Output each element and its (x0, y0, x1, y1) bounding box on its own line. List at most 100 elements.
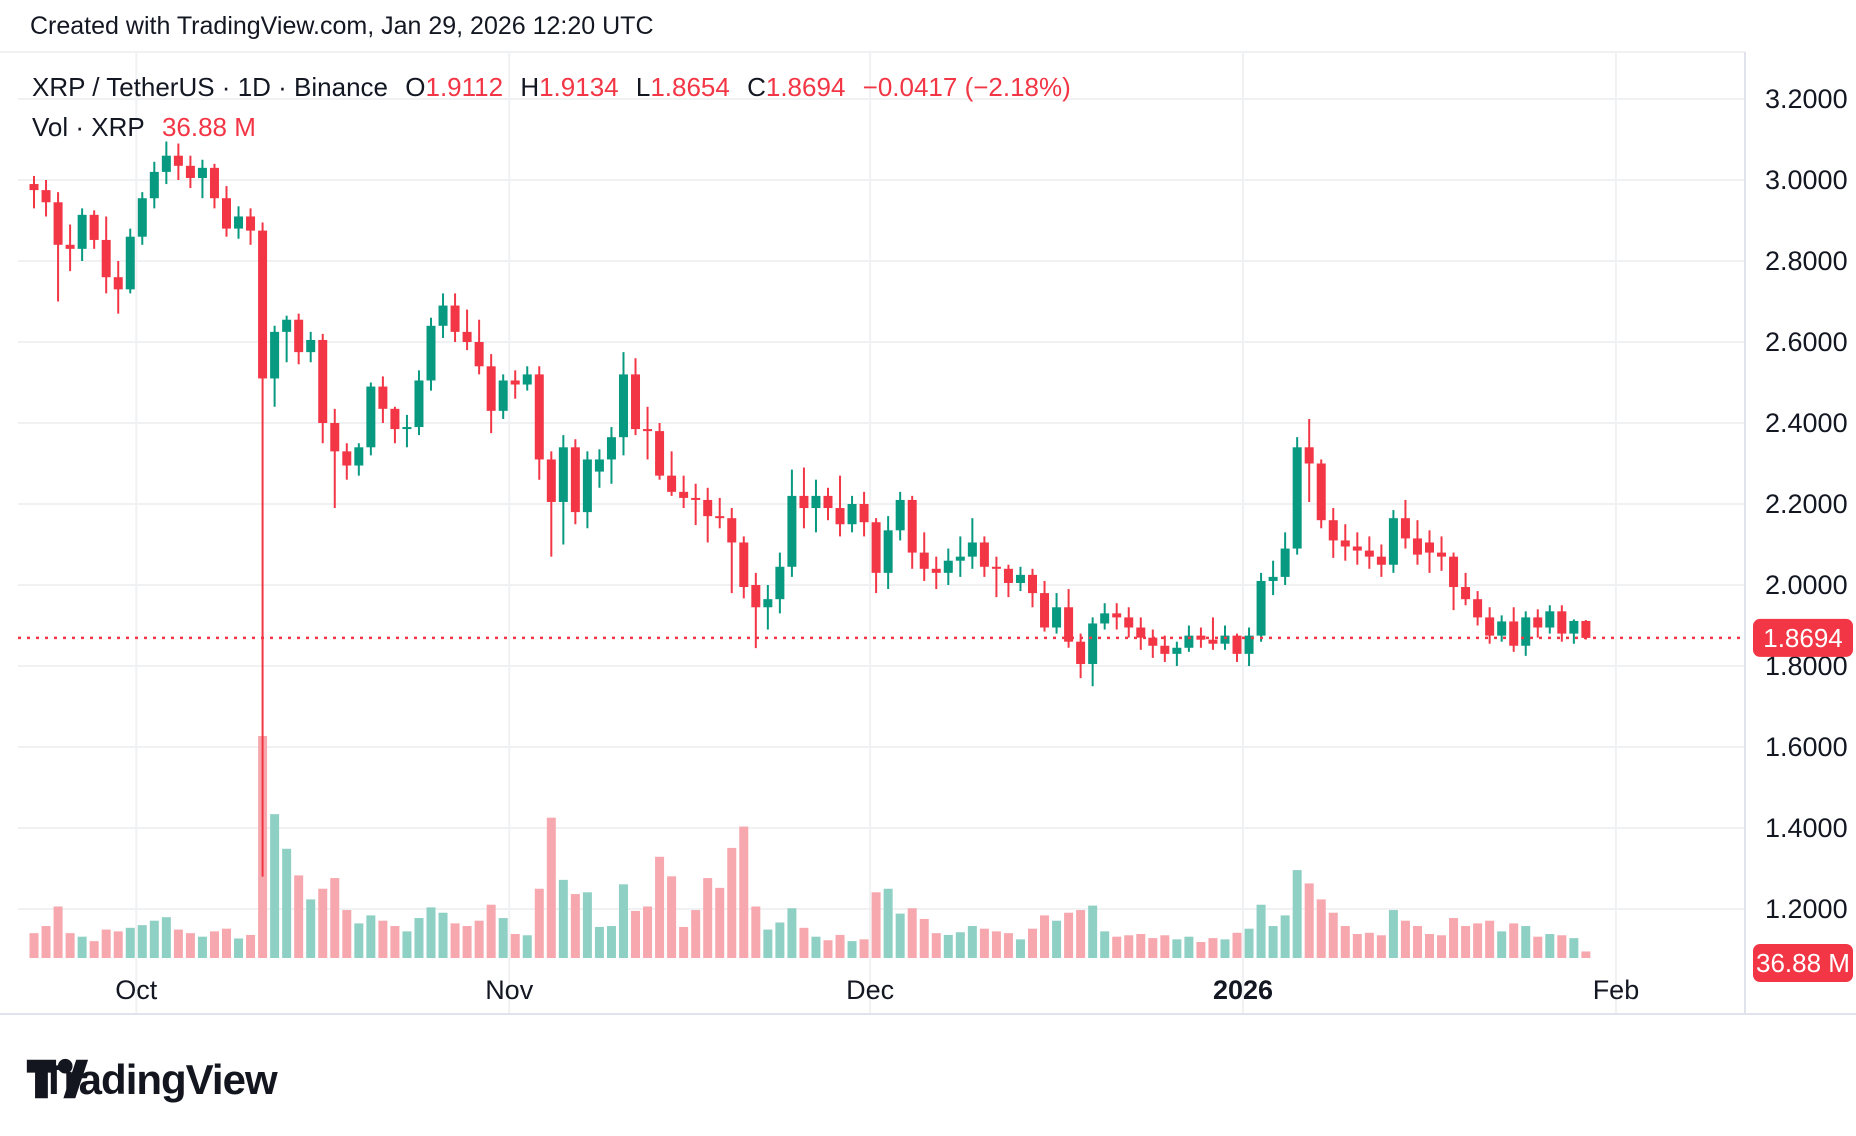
volume-bar[interactable] (1449, 918, 1459, 958)
candle[interactable] (65, 244, 75, 249)
candle[interactable] (318, 339, 328, 423)
volume-bar[interactable] (89, 941, 99, 958)
volume-bar[interactable] (715, 887, 725, 958)
volume-bar[interactable] (53, 906, 63, 958)
volume-bar[interactable] (594, 926, 604, 958)
candle[interactable] (895, 499, 905, 531)
candle[interactable] (715, 516, 725, 519)
volume-bar[interactable] (883, 888, 893, 958)
volume-bar[interactable] (955, 932, 965, 958)
candle[interactable] (570, 447, 580, 513)
volume-bar[interactable] (486, 904, 496, 958)
candle[interactable] (258, 230, 268, 379)
candle[interactable] (426, 325, 436, 381)
volume-bar[interactable] (1040, 915, 1050, 958)
candle[interactable] (1280, 548, 1290, 577)
volume-bar[interactable] (1244, 928, 1254, 958)
volume-bar[interactable] (149, 920, 159, 958)
volume-bar[interactable] (282, 848, 292, 958)
volume-bar[interactable] (1052, 920, 1062, 958)
volume-bar[interactable] (390, 926, 400, 958)
volume-bar[interactable] (510, 934, 520, 958)
candle[interactable] (522, 374, 532, 385)
candle[interactable] (871, 522, 881, 573)
candle[interactable] (1569, 620, 1579, 634)
volume-bar[interactable] (1100, 931, 1110, 958)
candle[interactable] (53, 202, 63, 245)
candle[interactable] (1052, 607, 1062, 628)
candle[interactable] (1497, 621, 1507, 636)
candle[interactable] (1136, 627, 1146, 638)
candle[interactable] (1400, 518, 1410, 539)
volume-bar[interactable] (29, 933, 39, 958)
volume-bar[interactable] (378, 920, 388, 958)
candle[interactable] (1268, 576, 1278, 581)
candle[interactable] (414, 380, 424, 428)
candle[interactable] (787, 495, 797, 567)
candle[interactable] (907, 499, 917, 553)
volume-bar[interactable] (1485, 920, 1495, 958)
volume-bar[interactable] (991, 931, 1001, 958)
candle[interactable] (378, 386, 388, 409)
candle[interactable] (474, 342, 484, 367)
volume-bar[interactable] (1184, 936, 1194, 958)
candle[interactable] (282, 319, 292, 332)
volume-bar[interactable] (1437, 935, 1447, 958)
volume-bar[interactable] (787, 908, 797, 958)
candle[interactable] (1388, 518, 1398, 565)
candle[interactable] (1352, 546, 1362, 551)
candle[interactable] (1088, 623, 1098, 664)
volume-bar[interactable] (1208, 938, 1218, 958)
candle[interactable] (691, 497, 701, 500)
volume-bar[interactable] (1112, 936, 1122, 958)
candle[interactable] (883, 530, 893, 573)
volume-bar[interactable] (522, 935, 532, 958)
volume-bar[interactable] (775, 922, 785, 958)
volume-bar[interactable] (342, 910, 352, 958)
candle[interactable] (209, 167, 219, 199)
volume-bar[interactable] (631, 910, 641, 958)
candle[interactable] (1424, 542, 1434, 553)
candle[interactable] (991, 566, 1001, 569)
candle[interactable] (149, 171, 159, 199)
volume-bar[interactable] (113, 931, 123, 958)
candle[interactable] (270, 331, 280, 379)
candle[interactable] (1461, 587, 1471, 600)
candle[interactable] (354, 447, 364, 466)
candle[interactable] (859, 504, 869, 523)
volume-bar[interactable] (1388, 910, 1398, 958)
volume-bar[interactable] (811, 936, 821, 958)
volume-bar[interactable] (1412, 926, 1422, 958)
time-axis[interactable]: Oct Nov Dec 2026 Feb (0, 975, 1856, 1015)
candle[interactable] (510, 380, 520, 385)
candle[interactable] (402, 427, 412, 430)
volume-bar[interactable] (1352, 934, 1362, 958)
volume-bar[interactable] (1461, 926, 1471, 958)
candle[interactable] (775, 566, 785, 600)
volume-bar[interactable] (751, 906, 761, 958)
candle[interactable] (1208, 639, 1218, 644)
candle[interactable] (197, 167, 207, 178)
volume-bar[interactable] (125, 927, 135, 958)
candle[interactable] (137, 198, 147, 237)
candle[interactable] (486, 366, 496, 411)
candle[interactable] (931, 568, 941, 573)
candle[interactable] (582, 459, 592, 513)
volume-bar[interactable] (209, 931, 219, 958)
candle[interactable] (823, 495, 833, 509)
candle[interactable] (366, 386, 376, 448)
volume-bar[interactable] (1268, 926, 1278, 958)
volume-bar[interactable] (1003, 933, 1013, 958)
candle[interactable] (847, 504, 857, 525)
volume-bar[interactable] (462, 926, 472, 958)
volume-bar[interactable] (1172, 939, 1182, 958)
volume-bar[interactable] (943, 934, 953, 958)
candle[interactable] (342, 451, 352, 466)
candle[interactable] (811, 495, 821, 509)
volume-bar[interactable] (318, 888, 328, 958)
volume-bar[interactable] (643, 906, 653, 958)
candle[interactable] (703, 499, 713, 517)
candle[interactable] (1220, 635, 1230, 644)
candle[interactable] (1412, 538, 1422, 555)
candle[interactable] (125, 236, 135, 290)
